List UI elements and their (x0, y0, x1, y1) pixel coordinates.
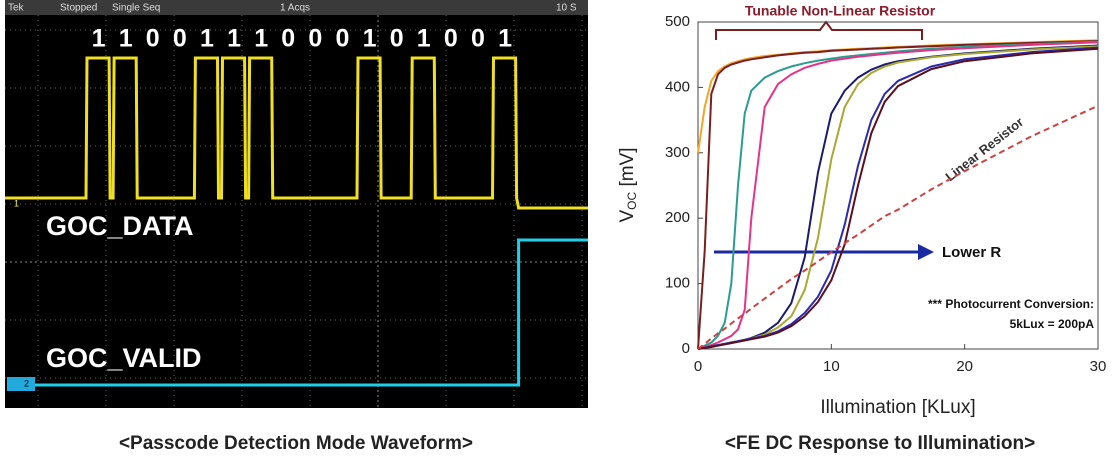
annotation: Tunable Non-Linear Resistor (745, 3, 936, 19)
y-tick-label: 0 (682, 340, 690, 357)
bit-label: 1 (498, 25, 512, 53)
header-text: Stopped (60, 3, 97, 14)
header-text: 10 S (556, 3, 577, 14)
bit-label: 0 (308, 25, 322, 53)
y-tick-label: 100 (665, 275, 690, 292)
channel-marker: 1 (14, 198, 19, 208)
bit-label: 1 (227, 25, 241, 53)
bit-label: 1 (254, 25, 268, 53)
bit-label: 1 (119, 25, 133, 53)
bracket (716, 22, 922, 40)
bit-label: 0 (335, 25, 349, 53)
caption: <FE DC Response to Illumination> (725, 433, 1035, 454)
caption: <Passcode Detection Mode Waveform> (119, 433, 473, 454)
channel-marker: 2 (24, 378, 29, 388)
y-axis-title: VOC [mV] (617, 147, 639, 222)
bit-label: 1 (363, 25, 377, 53)
annotation: Linear Resistor (942, 114, 1026, 184)
y-tick-label: 200 (665, 209, 690, 226)
y-tick-label: 400 (665, 78, 690, 95)
annotation: Lower R (942, 244, 1001, 261)
header-text: 1 Acqs (280, 3, 310, 14)
bit-label: 0 (281, 25, 295, 53)
x-tick-label: 30 (1090, 358, 1107, 375)
channel-label: GOC_DATA (46, 211, 194, 241)
y-title-unit: [mV] (617, 147, 638, 191)
bit-label: 1 (92, 25, 106, 53)
arrow-head (918, 244, 934, 260)
y-title-sub: OC (625, 191, 639, 209)
bit-label: 0 (390, 25, 404, 53)
bit-label: 1 (417, 25, 431, 53)
bit-label: 0 (146, 25, 160, 53)
annotation: *** Photocurrent Conversion: (928, 297, 1094, 311)
figure: Tek Stopped Single Seq 1 Acqs 10 S 1 2 G… (0, 0, 1119, 465)
channel-2-flag (7, 377, 35, 391)
series-line (698, 40, 1098, 153)
channel-label: GOC_VALID (46, 343, 202, 373)
y-tick-label: 500 (665, 13, 690, 30)
x-tick-label: 0 (694, 358, 702, 375)
annotation: 5kLux = 200pA (1010, 317, 1095, 331)
y-title-main: V (617, 210, 638, 223)
header-text: Tek (8, 3, 25, 14)
x-axis-title: Illumination [KLux] (820, 397, 975, 418)
bit-label: 1 (200, 25, 214, 53)
bit-label: 0 (471, 25, 485, 53)
header-text: Single Seq (112, 3, 160, 14)
bit-label: 0 (444, 25, 458, 53)
x-tick-label: 10 (823, 358, 840, 375)
series-line (698, 106, 1098, 349)
y-tick-label: 300 (665, 144, 690, 161)
bit-label: 0 (173, 25, 187, 53)
x-tick-label: 20 (956, 358, 973, 375)
